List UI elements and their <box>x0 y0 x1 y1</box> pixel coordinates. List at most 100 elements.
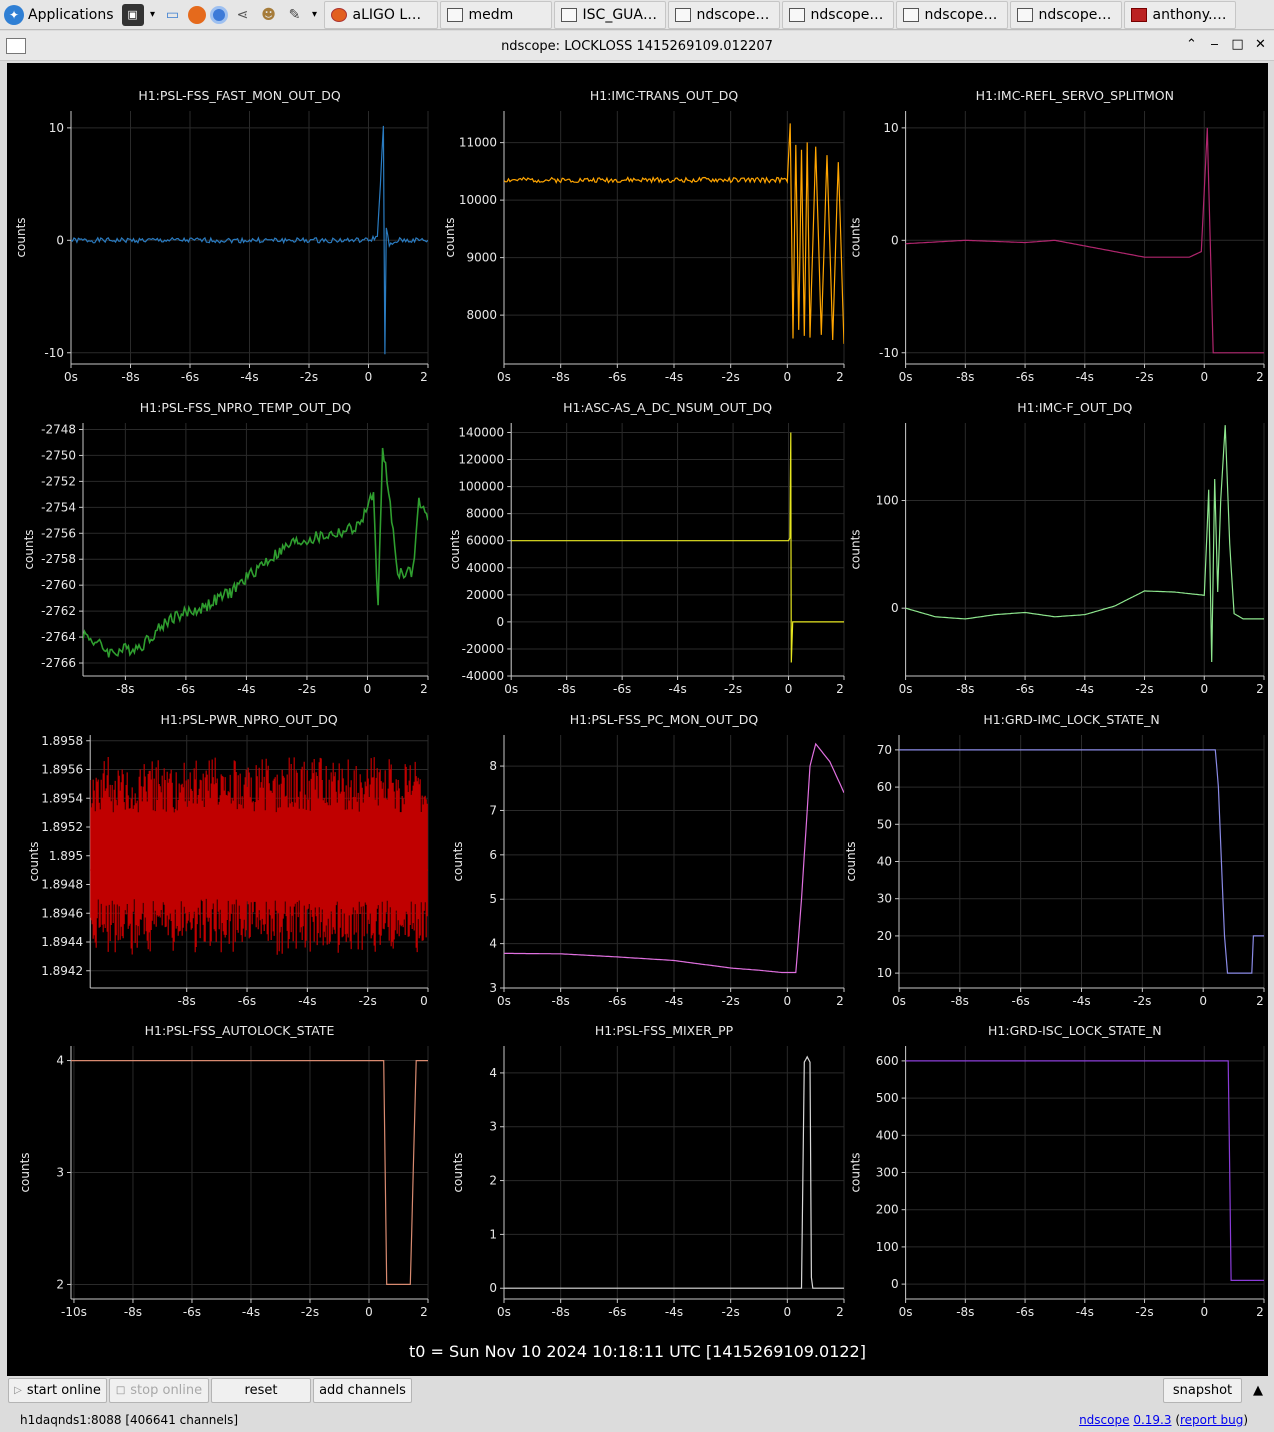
y-tick-label: 100 <box>876 494 899 508</box>
task-list: aLIGO LHO ... medm ISC_GUAR... ndscope: … <box>323 0 1238 30</box>
x-tick-label: 2 <box>836 994 844 1008</box>
version-link[interactable]: 0.19.3 <box>1133 1413 1172 1427</box>
task-item[interactable]: ndscope: H... <box>667 0 780 29</box>
data-line <box>905 1060 1264 1281</box>
text-editor-icon[interactable]: ✎ <box>288 6 301 23</box>
task-item[interactable]: ndscope: L... <box>1009 0 1122 29</box>
x-tick-label: -2s <box>722 994 740 1008</box>
collapse-arrow-icon[interactable]: ▲ <box>1253 1383 1263 1398</box>
y-tick-label: 1.8942 <box>41 964 83 978</box>
y-tick-label: 60000 <box>466 534 504 548</box>
applications-menu[interactable]: ✦ Applications <box>0 0 118 30</box>
y-tick-label: 1.8958 <box>41 734 83 748</box>
start-online-button[interactable]: ▷ start online <box>8 1378 107 1403</box>
x-tick-label: 0 <box>784 1305 792 1319</box>
firefox-icon[interactable] <box>187 5 206 24</box>
minimize-icon[interactable]: ‒ <box>1210 37 1219 52</box>
reset-button[interactable]: reset <box>211 1378 311 1403</box>
x-tick-label: -4s <box>665 994 683 1008</box>
x-tick-label: -8s <box>552 994 570 1008</box>
terminal-launcher-icon[interactable]: ▣ <box>121 3 144 26</box>
chart-title: H1:ASC-AS_A_DC_NSUM_OUT_DQ <box>563 400 772 415</box>
task-item[interactable]: ndscope: L... <box>781 0 894 29</box>
x-tick-label: -2s <box>1135 682 1153 696</box>
task-item[interactable]: anthony.sa... <box>1123 0 1236 29</box>
stop-icon: □ <box>115 1385 126 1396</box>
series-group <box>71 125 428 355</box>
x-tick-label: 0 <box>785 682 793 696</box>
ndscope-link[interactable]: ndscope <box>1079 1413 1130 1427</box>
task-item[interactable]: aLIGO LHO ... <box>323 0 438 29</box>
window-menu-icon[interactable] <box>6 38 26 54</box>
y-tick-label: -2758 <box>41 552 76 566</box>
chevron-down-icon[interactable]: ▾ <box>150 9 156 20</box>
share-icon[interactable]: ⋖ <box>236 6 249 23</box>
y-tick-label: 1.8946 <box>41 906 83 920</box>
chart-title: H1:IMC-TRANS_OUT_DQ <box>590 88 739 103</box>
x-tick-label: -6s <box>608 370 626 384</box>
y-axis-label: counts <box>27 841 41 881</box>
x-tick-label: -2s <box>722 370 740 384</box>
x-tick-label: -6s <box>608 1305 626 1319</box>
y-tick-label: 7 <box>489 803 497 817</box>
y-tick-label: -2762 <box>41 604 76 618</box>
y-tick-label: 50 <box>877 817 892 831</box>
y-tick-label: 3 <box>489 981 497 995</box>
window-titlebar[interactable]: ndscope: LOCKLOSS 1415269109.012207 ⌃ ‒ … <box>0 31 1274 61</box>
y-tick-label: 60 <box>877 780 892 794</box>
close-icon[interactable]: ✕ <box>1255 37 1266 52</box>
y-tick-label: 400 <box>876 1128 899 1142</box>
y-tick-label: 1.895 <box>49 849 83 863</box>
play-icon: ▷ <box>14 1385 22 1396</box>
plot-area[interactable]: H1:PSL-FSS_FAST_MON_OUT_DQ counts 0s -8s -6s… <box>7 63 1268 1376</box>
x-tick-label: 0s <box>892 994 906 1008</box>
chevron-down-icon[interactable]: ▾ <box>312 9 318 20</box>
maximize-icon[interactable]: □ <box>1231 37 1244 52</box>
x-tick-label: 2 <box>836 682 844 696</box>
y-axis-label: counts <box>451 841 465 881</box>
x-tick-label: -8s <box>558 682 576 696</box>
y-axis-label: counts <box>14 217 28 257</box>
series-group <box>905 127 1264 354</box>
x-tick-label: -8s <box>124 1305 142 1319</box>
x-tick-label: -6s <box>238 994 256 1008</box>
x-tick-label: -4s <box>1076 1305 1094 1319</box>
report-bug-link[interactable]: report bug <box>1180 1413 1244 1427</box>
task-item[interactable]: medm <box>439 0 552 29</box>
stop-online-button[interactable]: □ stop online <box>109 1378 209 1403</box>
folder-icon[interactable]: ▭ <box>165 6 180 23</box>
window-icon <box>902 7 919 22</box>
applications-label: Applications <box>28 6 114 23</box>
task-item[interactable]: ISC_GUAR... <box>553 0 666 29</box>
x-tick-label: -8s <box>956 682 974 696</box>
task-item[interactable]: ndscope: L... <box>895 0 1008 29</box>
y-tick-label: 0 <box>891 1277 899 1291</box>
y-tick-label: 140000 <box>458 425 504 439</box>
snapshot-button[interactable]: snapshot <box>1163 1378 1242 1403</box>
x-tick-label: 2 <box>420 1305 428 1319</box>
chromium-icon[interactable] <box>209 5 228 24</box>
x-tick-label: -4s <box>665 370 683 384</box>
keep-above-icon[interactable]: ⌃ <box>1186 37 1197 52</box>
users-icon[interactable]: ☻ <box>261 6 276 23</box>
x-tick-label: -4s <box>665 1305 683 1319</box>
x-tick-label: 0 <box>365 370 373 384</box>
x-tick-label: -4s <box>240 370 258 384</box>
status-bar: h1daqnds1:8088 [406641 channels] ndscope… <box>0 1408 1274 1432</box>
y-tick-label: -2764 <box>41 630 76 644</box>
x-tick-label: -6s <box>177 682 195 696</box>
add-channels-button[interactable]: add channels <box>313 1378 412 1403</box>
